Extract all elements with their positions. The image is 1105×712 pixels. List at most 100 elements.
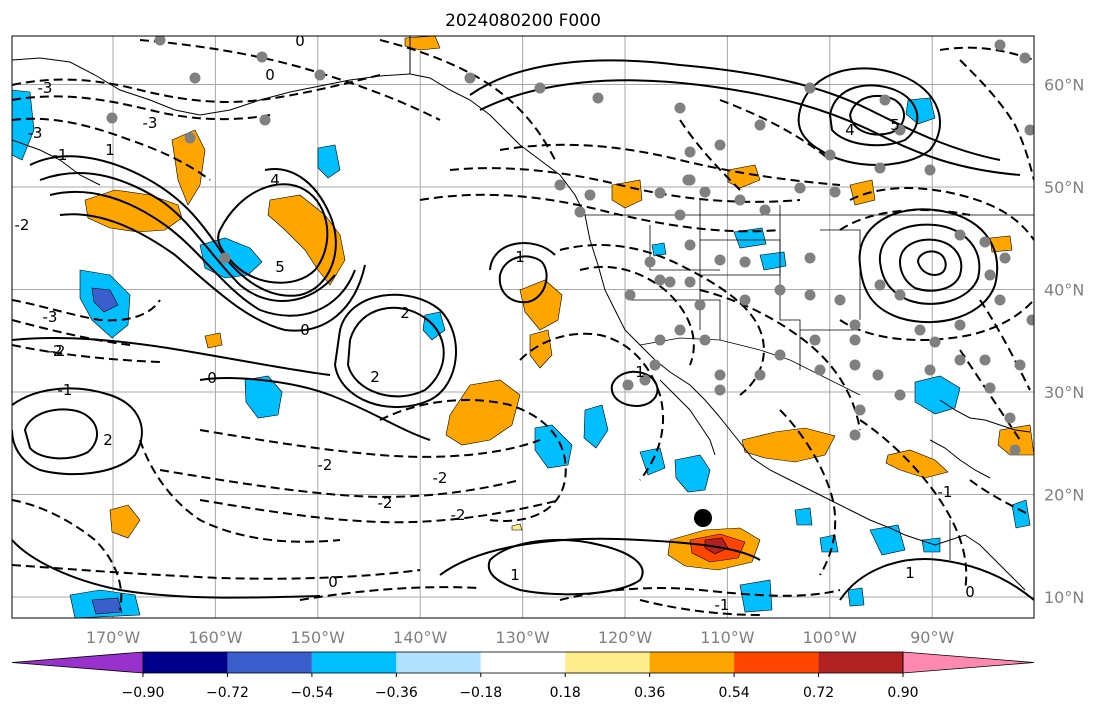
negative-anomaly-fills: [12, 89, 1031, 618]
lat-tick-label: 10°N: [1044, 588, 1084, 607]
station-dot: [624, 289, 636, 301]
station-dot: [849, 334, 861, 346]
colorbar-segment: [480, 652, 566, 673]
station-dot: [872, 369, 884, 381]
station-dot: [814, 364, 826, 376]
station-dot: [804, 252, 816, 264]
lat-tick-label: 20°N: [1044, 486, 1084, 505]
positive-contours: [12, 59, 1034, 601]
negative-patch: [12, 89, 35, 161]
lat-tick-label: 60°N: [1044, 76, 1084, 95]
lon-tick-label: 130°W: [495, 628, 550, 647]
station-dot: [584, 189, 596, 201]
contour-label: 1: [510, 566, 520, 584]
contour-label: 2: [400, 304, 410, 322]
chart-title: 2024080200 F000: [445, 11, 601, 31]
positive-patch: [741, 427, 836, 463]
station-dot: [929, 336, 941, 348]
station-dot: [654, 187, 666, 199]
contour-label: 0: [965, 583, 975, 601]
contour-label: -3: [43, 308, 58, 326]
contour-labels: -3 -3 -2 -3 -2 -1 0 0 0 0 0 1 1 1 1 1 -1 -1 -1 2 2 -2 -2 -2 2 -2 4…: [15, 32, 975, 614]
station-dot: [314, 69, 326, 81]
station-dot: [574, 206, 586, 218]
negative-patch: [651, 242, 667, 257]
positive-patch: [171, 129, 206, 206]
positive-patch: [989, 235, 1013, 253]
colorbar-segment: [734, 652, 819, 673]
contour-label: 0: [300, 321, 310, 339]
contour-label: 1: [635, 363, 645, 381]
lon-tick-label: 150°W: [291, 628, 346, 647]
station-dot: [1019, 52, 1031, 64]
station-dot: [994, 39, 1006, 51]
colorbar-tick-label: 0.72: [803, 685, 834, 701]
negative-patch: [244, 375, 283, 419]
colorbar-tick-label: −0.90: [122, 685, 165, 701]
negative-patch: [91, 287, 119, 313]
coastlines: [12, 36, 1031, 591]
contour-label: -2: [48, 342, 63, 360]
station-dot: [1014, 359, 1026, 371]
station-dot: [664, 276, 676, 288]
contour-label: 1: [105, 141, 115, 159]
station-dot: [1026, 314, 1034, 326]
station-dot: [184, 132, 196, 144]
colorbar-tick-label: −0.72: [206, 685, 249, 701]
station-dot: [874, 279, 886, 291]
negative-patch: [869, 524, 906, 556]
negative-patch: [733, 227, 767, 249]
station-dot: [854, 404, 866, 416]
station-dot: [654, 334, 666, 346]
contour-label: 4: [270, 171, 280, 189]
colorbar-tick-label: −0.54: [290, 685, 333, 701]
colorbar-extend-left: [11, 651, 144, 674]
contour-label: -1: [58, 381, 73, 399]
colorbar-tick-label: 0.18: [550, 685, 581, 701]
contour-label: -3: [28, 124, 43, 142]
colorbar-segment: [143, 652, 228, 673]
station-dot: [824, 149, 836, 161]
colorbar-tick-label: −0.18: [459, 685, 502, 701]
positive-patch: [109, 504, 141, 539]
station-dot: [759, 204, 771, 216]
negative-patch: [914, 375, 961, 415]
lat-tick-label: 50°N: [1044, 178, 1084, 197]
contour-label: -1: [53, 146, 68, 164]
contour-label: 0: [328, 573, 338, 591]
contour-label: 0: [265, 66, 275, 84]
station-dot: [534, 82, 546, 94]
station-dot: [774, 349, 786, 361]
station-dot: [714, 369, 726, 381]
contour-label: -2: [378, 494, 393, 512]
contour-label: 0: [295, 32, 305, 50]
positive-patch: [84, 189, 183, 233]
station-dot: [954, 319, 966, 331]
negative-patch: [91, 597, 123, 615]
map-panel: -3 -3 -2 -3 -2 -1 0 0 0 0 0 1 1 1 1 1 -1 -1 -1 2 2 -2 -2 -2 2 -2 4…: [12, 32, 1034, 618]
station-dot: [154, 36, 166, 46]
contour-label: -1: [938, 483, 953, 501]
station-dot: [849, 319, 861, 331]
negative-patch: [847, 587, 865, 607]
station-dot: [684, 239, 696, 251]
station-dot: [734, 194, 746, 206]
station-dot: [894, 124, 906, 136]
negative-contours: [12, 39, 1034, 616]
positive-patch: [997, 424, 1034, 456]
positive-patch: [885, 449, 949, 479]
station-dot: [684, 276, 696, 288]
station-dot: [954, 354, 966, 366]
station-dot: [714, 139, 726, 151]
longitude-labels: 170°W 160°W 150°W 140°W 130°W 120°W 110°W 100°W…: [86, 628, 955, 647]
station-dot: [106, 112, 118, 124]
station-dot: [809, 334, 821, 346]
station-dot: [754, 119, 766, 131]
contour-label: -2: [451, 506, 466, 524]
station-dot: [999, 252, 1011, 264]
station-dot: [804, 82, 816, 94]
station-dot: [684, 146, 696, 158]
contour-label: 5: [890, 116, 900, 134]
station-dot: [984, 269, 996, 281]
